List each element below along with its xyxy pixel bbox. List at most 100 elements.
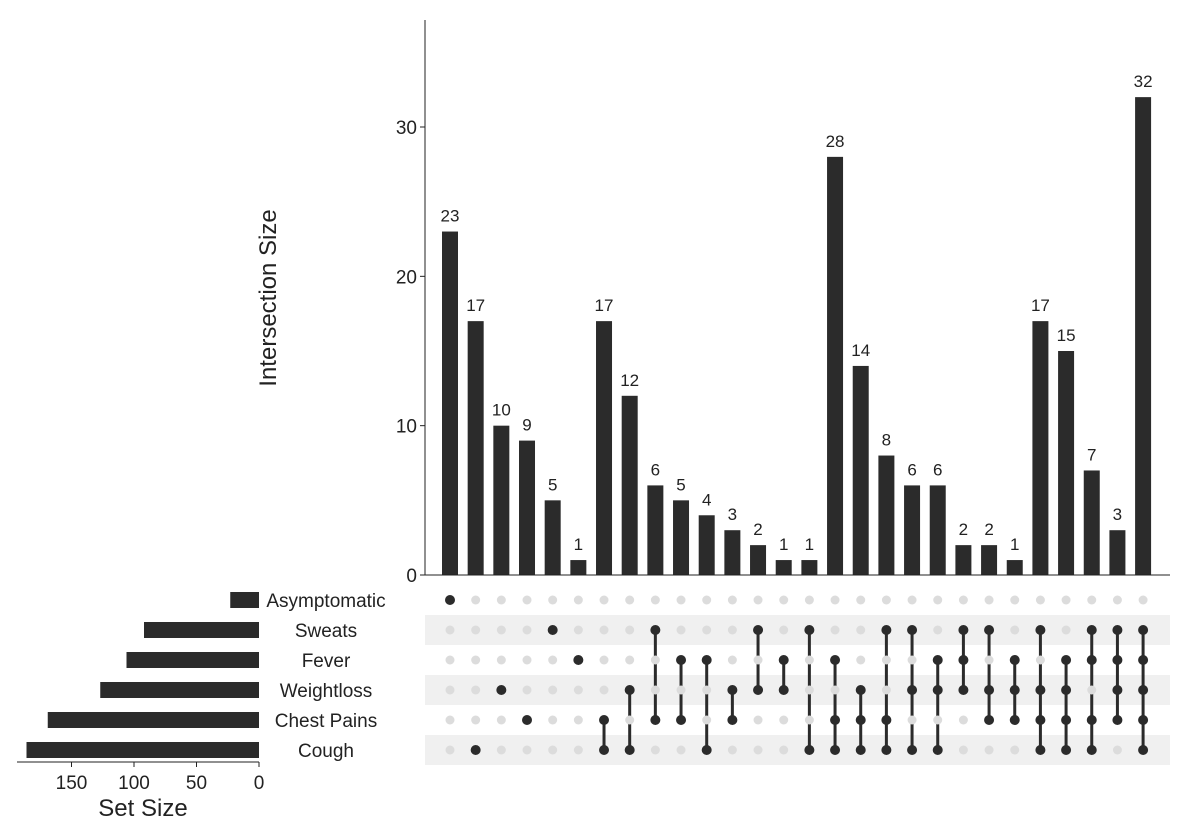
matrix-dot-empty [625, 595, 635, 605]
matrix-dot-empty [573, 625, 583, 635]
matrix-dot-empty [804, 595, 814, 605]
matrix-dot-empty [548, 715, 558, 725]
matrix-dot-empty [753, 715, 763, 725]
bar-value-label: 23 [441, 207, 460, 226]
intersection-bar [493, 425, 510, 575]
set-size-bars [26, 592, 259, 758]
matrix-dot-filled [624, 685, 635, 695]
matrix-dot-empty [1061, 595, 1071, 605]
bar-value-label: 17 [595, 296, 614, 315]
matrix-dot-empty [702, 595, 712, 605]
matrix-dot-empty [625, 625, 635, 635]
intersection-bar [827, 156, 844, 575]
matrix-dot-empty [907, 595, 917, 605]
intersection-bar [698, 515, 715, 575]
matrix-dot-filled [1009, 685, 1020, 695]
matrix-stripes [425, 615, 1170, 765]
matrix-dot-empty [445, 655, 455, 665]
matrix-dot-filled [470, 745, 481, 755]
matrix-dot-empty [496, 715, 506, 725]
bar-value-label: 2 [984, 520, 993, 539]
matrix-dot-filled [1086, 625, 1097, 635]
y-tick-label: 0 [406, 566, 417, 587]
matrix-dot-empty [881, 595, 891, 605]
matrix-dot-filled [1061, 655, 1072, 665]
matrix-dot-filled [855, 715, 866, 725]
matrix-dot-empty [522, 595, 532, 605]
matrix-dot-filled [830, 655, 841, 665]
matrix-dot-filled [830, 745, 841, 755]
matrix-dot-filled [881, 715, 892, 725]
intersection-bar [878, 455, 895, 575]
matrix-dot-filled [804, 625, 815, 635]
matrix-dot-filled [1061, 745, 1072, 755]
matrix-dot-filled [573, 655, 584, 665]
set-axis-tick-label: 50 [186, 773, 207, 794]
bar-value-label: 5 [676, 475, 685, 494]
matrix-dot-filled [599, 715, 610, 725]
matrix-dot-empty [804, 655, 814, 665]
matrix-dot-empty [445, 715, 455, 725]
bar-value-label: 7 [1087, 445, 1096, 464]
matrix-dot-empty [1112, 595, 1122, 605]
matrix-dot-filled [522, 715, 533, 725]
matrix-dot-empty [779, 745, 789, 755]
matrix-dot-filled [1086, 715, 1097, 725]
y-tick-label: 20 [396, 267, 417, 288]
intersection-bar [673, 500, 690, 575]
bar-value-label: 1 [574, 535, 583, 554]
matrix-dot-empty [650, 685, 660, 695]
matrix-dot-empty [702, 625, 712, 635]
matrix-dot-empty [650, 745, 660, 755]
matrix-row-stripe [425, 675, 1170, 705]
matrix-dot-empty [522, 745, 532, 755]
matrix-dot-filled [881, 745, 892, 755]
matrix-dot-empty [471, 655, 481, 665]
matrix-dot-filled [1086, 655, 1097, 665]
bar-value-label: 2 [753, 520, 762, 539]
matrix-dot-filled [676, 655, 687, 665]
matrix-dot-empty [650, 595, 660, 605]
matrix-dot-empty [599, 625, 609, 635]
matrix-dot-filled [932, 745, 943, 755]
set-label: Fever [302, 651, 351, 672]
matrix-dot-filled [830, 715, 841, 725]
matrix-dot-empty [907, 715, 917, 725]
matrix-dot-filled [881, 625, 892, 635]
matrix-dot-filled [907, 685, 918, 695]
matrix-dot-filled [650, 715, 661, 725]
intersection-bar [1058, 351, 1075, 575]
matrix-dot-filled [624, 745, 635, 755]
matrix-dot-empty [727, 745, 737, 755]
matrix-dot-filled [1112, 625, 1123, 635]
matrix-dot-filled [753, 625, 764, 635]
matrix-dot-filled [1112, 685, 1123, 695]
matrix-dot-empty [599, 685, 609, 695]
matrix-dot-empty [676, 595, 686, 605]
y-tick-label: 10 [396, 417, 417, 438]
matrix-dot-empty [1010, 745, 1020, 755]
matrix-dot-empty [933, 625, 943, 635]
intersection-bar [1109, 530, 1126, 575]
y-tick-label: 30 [396, 118, 417, 139]
matrix-dot-empty [471, 715, 481, 725]
set-size-bar [126, 652, 259, 668]
intersection-bar [519, 440, 536, 575]
matrix-dot-empty [1087, 685, 1097, 695]
matrix-dot-empty [676, 625, 686, 635]
matrix-dot-empty [727, 625, 737, 635]
intersection-bar [775, 560, 792, 575]
set-size-axis-title: Set Size [98, 795, 187, 822]
matrix-dot-empty [548, 595, 558, 605]
matrix-dot-filled [1086, 745, 1097, 755]
matrix-dot-empty [702, 685, 712, 695]
set-axis-tick-label: 150 [56, 773, 88, 794]
matrix-dot-filled [855, 745, 866, 755]
set-size-bar [47, 712, 259, 728]
matrix-dot-filled [1061, 685, 1072, 695]
matrix-dot-empty [830, 685, 840, 695]
matrix-dot-filled [753, 685, 764, 695]
matrix-dot-empty [958, 715, 968, 725]
